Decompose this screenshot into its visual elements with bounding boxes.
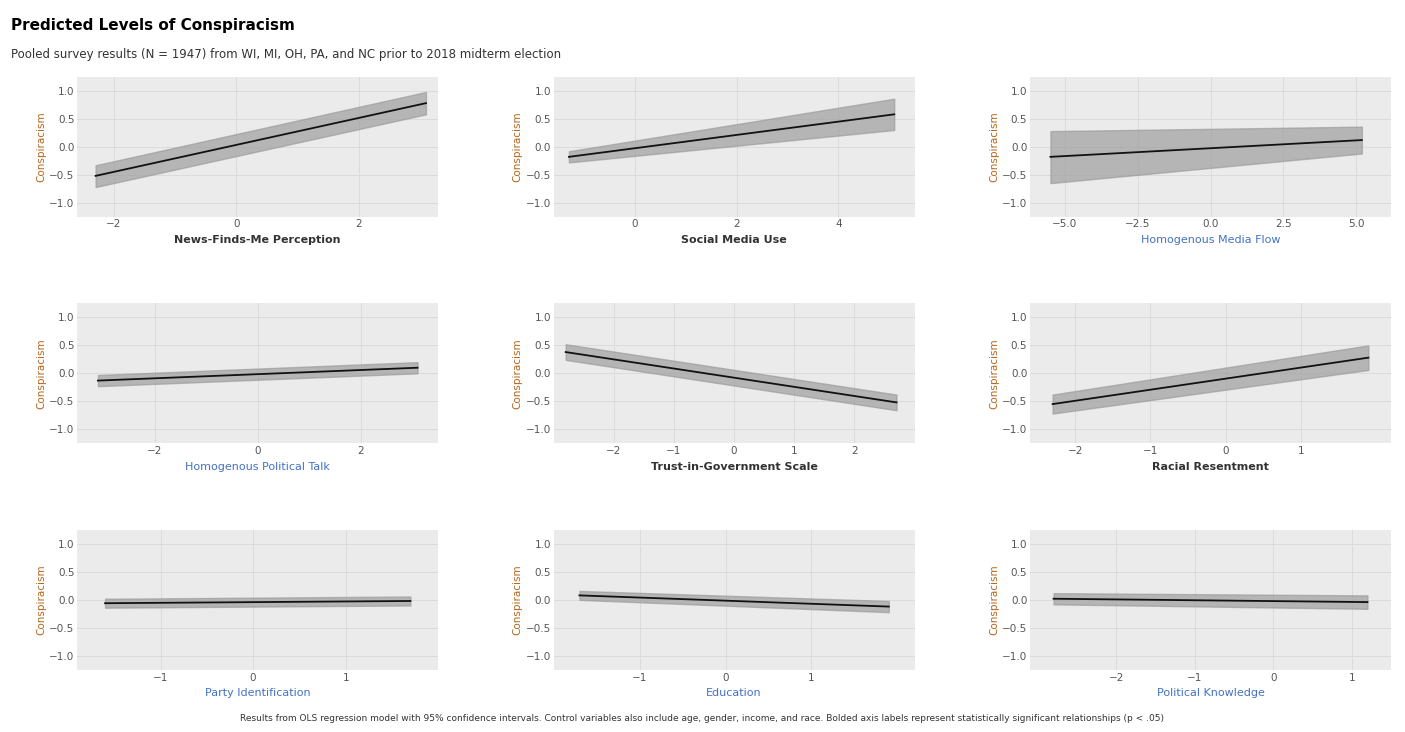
Y-axis label: Conspiracism: Conspiracism (513, 564, 523, 635)
Y-axis label: Conspiracism: Conspiracism (37, 338, 46, 408)
X-axis label: Party Identification: Party Identification (205, 688, 311, 698)
Y-axis label: Conspiracism: Conspiracism (37, 111, 46, 182)
Y-axis label: Conspiracism: Conspiracism (989, 338, 999, 408)
Y-axis label: Conspiracism: Conspiracism (989, 564, 999, 635)
Text: Predicted Levels of Conspiracism: Predicted Levels of Conspiracism (11, 18, 295, 33)
Y-axis label: Conspiracism: Conspiracism (989, 111, 999, 182)
Text: Results from OLS regression model with 95% confidence intervals. Control variabl: Results from OLS regression model with 9… (240, 714, 1165, 723)
X-axis label: Social Media Use: Social Media Use (681, 235, 787, 245)
Y-axis label: Conspiracism: Conspiracism (513, 111, 523, 182)
X-axis label: Political Knowledge: Political Knowledge (1156, 688, 1264, 698)
X-axis label: News-Finds-Me Perception: News-Finds-Me Perception (174, 235, 341, 245)
X-axis label: Racial Resentment: Racial Resentment (1152, 462, 1269, 471)
Text: Pooled survey results (N = 1947) from WI, MI, OH, PA, and NC prior to 2018 midte: Pooled survey results (N = 1947) from WI… (11, 48, 562, 61)
X-axis label: Homogenous Political Talk: Homogenous Political Talk (185, 462, 330, 471)
X-axis label: Trust-in-Government Scale: Trust-in-Government Scale (651, 462, 818, 471)
Y-axis label: Conspiracism: Conspiracism (513, 338, 523, 408)
X-axis label: Education: Education (707, 688, 762, 698)
X-axis label: Homogenous Media Flow: Homogenous Media Flow (1141, 235, 1280, 245)
Y-axis label: Conspiracism: Conspiracism (37, 564, 46, 635)
